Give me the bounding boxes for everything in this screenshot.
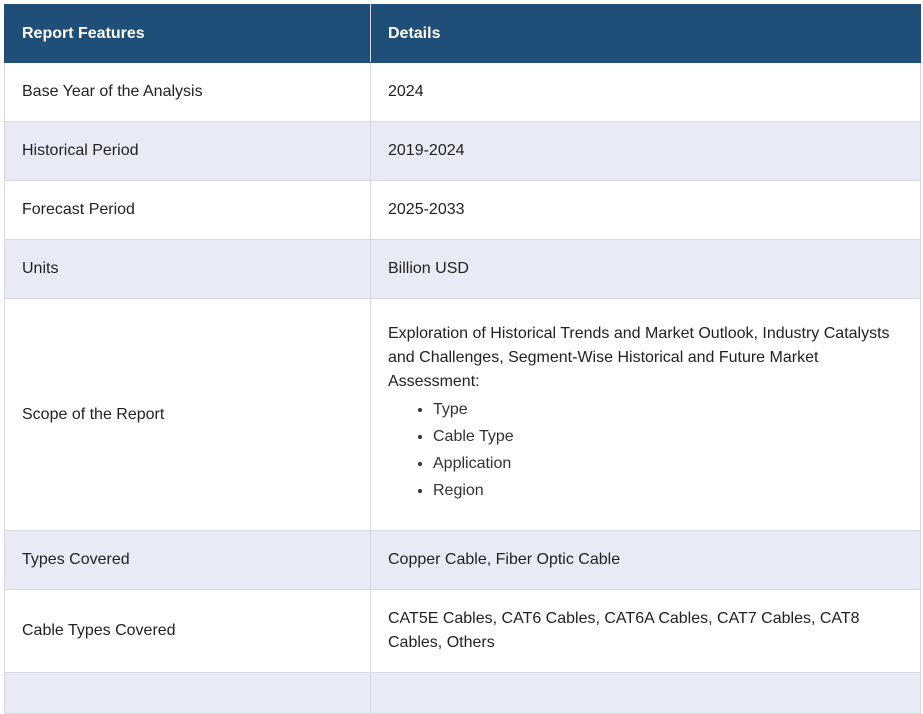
feature-cell: Cable Types Covered <box>4 589 371 673</box>
feature-cell: Forecast Period <box>4 180 371 240</box>
table-row-types-covered: Types Covered Copper Cable, Fiber Optic … <box>4 530 921 590</box>
details-cell-empty <box>370 672 921 714</box>
list-item: Application <box>433 450 903 477</box>
feature-cell: Units <box>4 239 371 299</box>
header-report-features: Report Features <box>4 4 371 63</box>
table-row-scope: Scope of the Report Exploration of Histo… <box>4 298 921 531</box>
list-item: Type <box>433 396 903 423</box>
details-cell: 2025-2033 <box>370 180 921 240</box>
report-features-table: Report Features Details Base Year of the… <box>4 4 921 714</box>
scope-description: Exploration of Historical Trends and Mar… <box>388 324 890 390</box>
table-row-cable-types: Cable Types Covered CAT5E Cables, CAT6 C… <box>4 589 921 673</box>
feature-cell-empty <box>4 672 371 714</box>
details-cell: 2019-2024 <box>370 121 921 181</box>
details-cell: Billion USD <box>370 239 921 299</box>
details-cell: CAT5E Cables, CAT6 Cables, CAT6A Cables,… <box>370 589 921 673</box>
report-features-table-container: Report Features Details Base Year of the… <box>4 4 921 714</box>
header-details: Details <box>370 4 921 63</box>
feature-cell: Historical Period <box>4 121 371 181</box>
feature-cell: Base Year of the Analysis <box>4 62 371 122</box>
scope-list: Type Cable Type Application Region <box>388 396 903 504</box>
feature-cell: Types Covered <box>4 530 371 590</box>
details-cell: Exploration of Historical Trends and Mar… <box>370 298 921 531</box>
feature-cell: Scope of the Report <box>4 298 371 531</box>
list-item: Region <box>433 477 903 504</box>
details-cell: Copper Cable, Fiber Optic Cable <box>370 530 921 590</box>
list-item: Cable Type <box>433 423 903 450</box>
table-row-base-year: Base Year of the Analysis 2024 <box>4 62 921 122</box>
table-row-forecast-period: Forecast Period 2025-2033 <box>4 180 921 240</box>
table-row-units: Units Billion USD <box>4 239 921 299</box>
details-cell: 2024 <box>370 62 921 122</box>
table-row-historical-period: Historical Period 2019-2024 <box>4 121 921 181</box>
table-header-row: Report Features Details <box>4 4 921 63</box>
table-row-partial <box>4 672 921 714</box>
